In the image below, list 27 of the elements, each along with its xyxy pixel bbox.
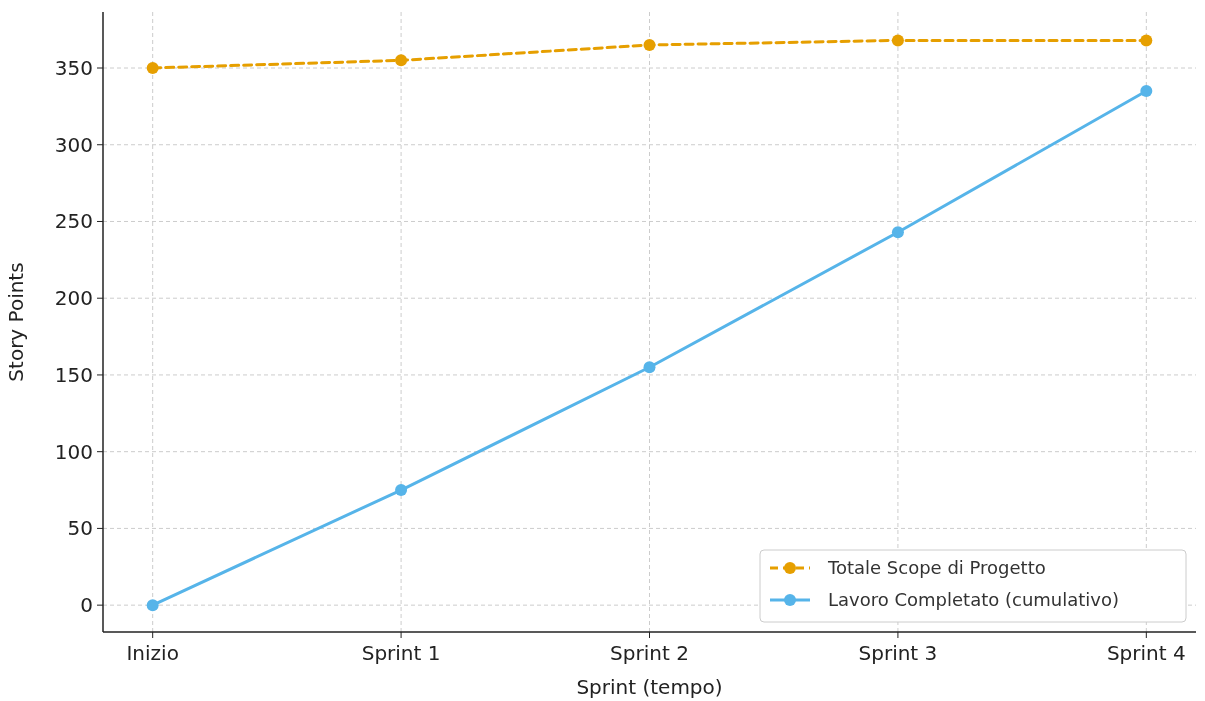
- point: [1140, 85, 1153, 98]
- x-tick-label: Sprint 4: [1106, 641, 1186, 665]
- x-axis-title: Sprint (tempo): [576, 675, 723, 699]
- x-tick-label: Sprint 3: [858, 641, 938, 665]
- point: [395, 484, 408, 497]
- legend-label: Lavoro Completato (cumulativo): [828, 589, 1120, 611]
- y-tick-label: 300: [54, 132, 93, 157]
- point: [891, 226, 904, 239]
- y-tick-label: 200: [54, 286, 93, 311]
- point: [891, 34, 904, 47]
- point: [1140, 34, 1153, 47]
- point: [146, 62, 159, 75]
- point: [643, 38, 656, 51]
- y-tick-label: 350: [54, 56, 93, 81]
- x-tick-label: Sprint 2: [610, 641, 689, 665]
- x-tick-label: Inizio: [126, 641, 179, 665]
- point: [395, 54, 408, 67]
- y-tick-label: 250: [54, 209, 93, 234]
- y-tick-label: 0: [80, 593, 93, 618]
- y-tick-label: 150: [54, 362, 93, 387]
- y-axis-title: Story Points: [4, 262, 28, 382]
- point: [146, 599, 159, 612]
- legend-label: Totale Scope di Progetto: [827, 557, 1046, 579]
- point: [643, 361, 656, 374]
- y-tick-label: 50: [67, 516, 93, 541]
- x-tick-label: Sprint 1: [361, 641, 441, 665]
- y-tick-label: 100: [54, 439, 93, 464]
